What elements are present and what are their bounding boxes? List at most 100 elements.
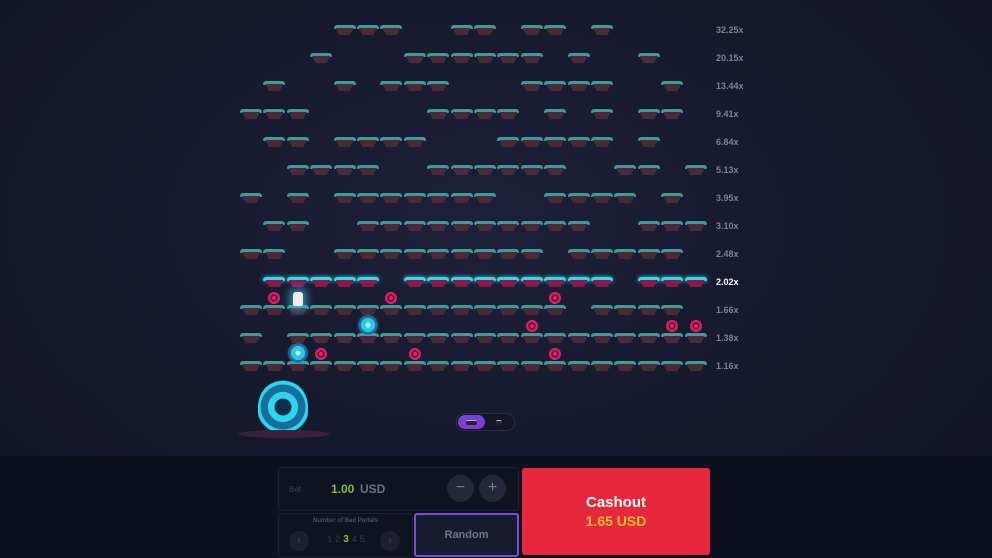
platform[interactable] (544, 277, 567, 288)
platform-top (591, 249, 613, 253)
platform-rock (476, 336, 494, 343)
platform-rock (335, 84, 354, 91)
chevron-right-icon[interactable]: › (380, 531, 400, 551)
platform[interactable] (427, 277, 450, 288)
platform-rock (616, 196, 635, 203)
platform[interactable] (357, 277, 379, 288)
platform-top (520, 137, 543, 141)
platform-rock (452, 252, 471, 259)
cashout-button[interactable]: Cashout 1.65 USD (522, 468, 710, 555)
platform-top (591, 305, 613, 309)
platform-rock (452, 56, 471, 63)
platform (427, 333, 450, 344)
row-multiplier: 20.15x (716, 53, 744, 63)
portal-count-option[interactable]: 5 (359, 534, 365, 544)
platform[interactable] (591, 277, 613, 288)
platform (403, 53, 426, 64)
platform-top (567, 221, 590, 225)
portal-ring-icon (258, 380, 308, 434)
platform-rock (265, 112, 284, 119)
platform-rock (546, 140, 565, 147)
platform-rock (546, 336, 565, 343)
platform[interactable] (637, 277, 660, 288)
decrease-bet-button[interactable]: − (447, 475, 474, 502)
platform (661, 109, 684, 120)
platform-rock (335, 336, 354, 343)
platform (591, 333, 613, 344)
platform[interactable] (286, 277, 309, 288)
platform-top (520, 333, 543, 337)
chevron-left-icon[interactable]: ‹ (289, 531, 309, 551)
random-button[interactable]: Random (414, 513, 519, 557)
portal-base (238, 430, 330, 438)
used-portal-icon (286, 342, 309, 364)
platform-rock (546, 84, 565, 91)
bet-amount-input[interactable]: 1.00 (331, 482, 355, 496)
platform (380, 25, 403, 36)
platform-rock (242, 336, 260, 343)
platform-top (357, 221, 379, 225)
platform-top (333, 137, 356, 141)
platform (263, 81, 286, 92)
platform (403, 361, 426, 372)
portal-count-option[interactable]: 4 (351, 534, 357, 544)
platform[interactable] (263, 277, 286, 288)
platform[interactable] (684, 277, 707, 288)
platform-top (357, 165, 379, 169)
platform[interactable] (497, 277, 520, 288)
platform-top (427, 81, 450, 85)
platform-top (544, 361, 567, 365)
platform[interactable] (661, 277, 684, 288)
platform-top (263, 305, 286, 309)
platform-top (497, 109, 520, 113)
platform (263, 221, 286, 232)
platform-rock (593, 280, 611, 287)
increase-bet-button[interactable]: + (479, 475, 506, 502)
platform (591, 361, 613, 372)
platform-rock (522, 224, 541, 231)
platform-view-option[interactable] (458, 415, 485, 429)
platform-top (661, 109, 684, 113)
platform (544, 109, 567, 120)
platform (240, 333, 262, 344)
platform[interactable] (520, 277, 543, 288)
platform-rock (429, 224, 448, 231)
platform-rock (242, 308, 260, 315)
platform-rock (686, 280, 705, 287)
platform-top (333, 81, 356, 85)
platform-rock (499, 224, 518, 231)
platform (637, 137, 660, 148)
platform (333, 361, 356, 372)
bad-portal-icon (665, 319, 680, 333)
platform-top (544, 277, 567, 281)
platform-top (450, 53, 473, 57)
platform-rock (288, 280, 307, 287)
platform (614, 305, 637, 316)
platform (380, 137, 403, 148)
list-view-option[interactable] (486, 415, 513, 429)
platform-top (474, 277, 496, 281)
platform-top (450, 165, 473, 169)
platform (614, 249, 637, 260)
platform-top (591, 193, 613, 197)
platform (520, 361, 543, 372)
platform[interactable] (403, 277, 426, 288)
platform-rock (522, 364, 541, 371)
platform-top (520, 165, 543, 169)
platform-rock (265, 252, 284, 259)
portal-count-option[interactable]: 1 (327, 534, 333, 544)
platform-rock (569, 280, 588, 287)
platform-top (427, 277, 450, 281)
view-toggle[interactable] (456, 413, 515, 431)
platform[interactable] (567, 277, 590, 288)
platform-top (544, 109, 567, 113)
platform[interactable] (333, 277, 356, 288)
platform[interactable] (310, 277, 333, 288)
portal-count-option[interactable]: 2 (335, 534, 341, 544)
portal-count-option[interactable]: 3 (343, 534, 349, 545)
platform[interactable] (450, 277, 473, 288)
platform (357, 137, 379, 148)
platform-rock (429, 280, 448, 287)
platform[interactable] (474, 277, 496, 288)
